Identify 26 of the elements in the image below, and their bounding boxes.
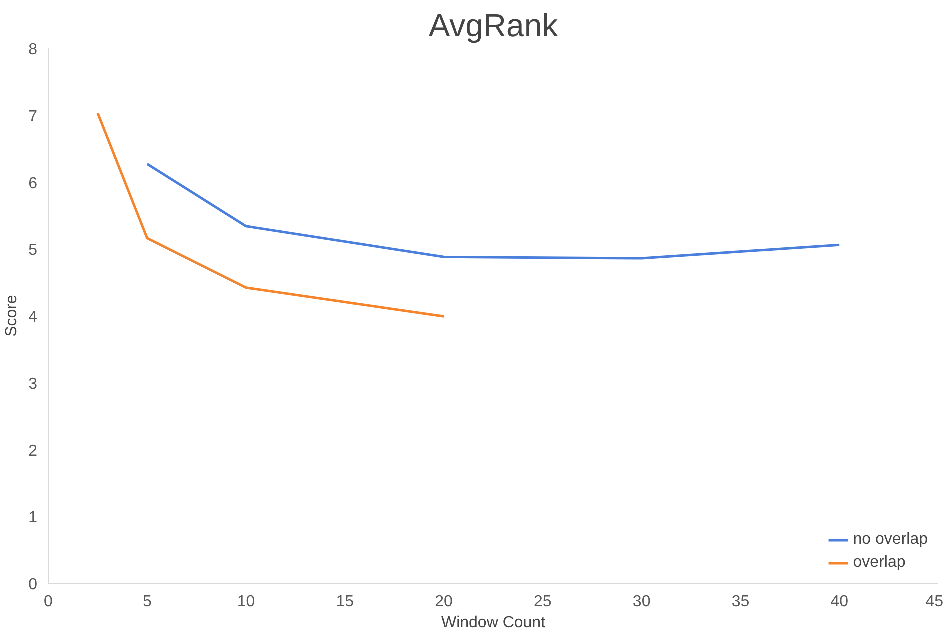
y-tick-label: 3	[28, 376, 38, 393]
x-tick-label: 15	[336, 594, 354, 610]
y-tick-label: 2	[28, 442, 38, 460]
x-tick-label: 45	[926, 594, 943, 610]
x-tick-label: 20	[435, 594, 454, 610]
x-tick-label: 40	[830, 594, 849, 610]
y-tick-label: 5	[28, 242, 38, 260]
y-tick-label: 6	[28, 175, 38, 192]
y-tick-label: 7	[28, 108, 38, 126]
x-tick-label: 30	[632, 594, 651, 610]
x-tick-label: 5	[142, 594, 152, 610]
x-tick-label: 10	[237, 594, 256, 610]
x-axis-title: Window Count	[441, 614, 546, 632]
x-tick-label: 0	[44, 594, 54, 610]
legend-label: overlap	[853, 554, 906, 572]
y-tick-label: 1	[28, 510, 38, 527]
x-tick-label: 35	[732, 594, 750, 610]
line-series	[96, 112, 446, 318]
line-series	[146, 162, 841, 260]
x-tick-label: 25	[534, 594, 552, 610]
y-tick-label: 8	[28, 42, 38, 58]
legend-label: no overlap	[853, 531, 928, 549]
y-tick-label: 4	[28, 309, 38, 326]
y-axis-title: Score	[4, 295, 21, 337]
chart-title: AvgRank	[428, 8, 560, 44]
y-tick-label: 0	[28, 576, 38, 594]
